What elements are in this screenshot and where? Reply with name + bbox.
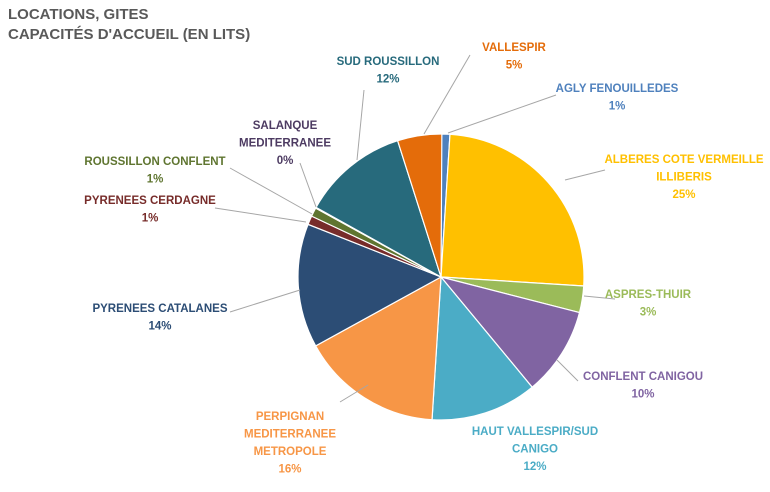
slice-name-label: CANIGO <box>512 444 558 456</box>
slice-percent-label: 3% <box>640 307 657 319</box>
pie-slice <box>396 133 443 278</box>
leader-line <box>229 289 301 313</box>
slice-percent-label: 1% <box>609 101 626 113</box>
pie-slice <box>314 275 442 421</box>
slice-name-label: CONFLENT CANIGOU <box>583 371 703 383</box>
slice-name-label: MEDITERRANEE <box>244 429 336 441</box>
slice-name-label: ALBERES COTE VERMEILLE <box>604 154 763 166</box>
slice-name-label: ILLIBERIS <box>656 172 712 184</box>
slice-name-label: PERPIGNAN <box>256 411 324 423</box>
slice-name-label: MEDITERRANEE <box>239 138 331 150</box>
slice-name-label: PYRENEES CATALANES <box>92 303 227 315</box>
slice-percent-label: 12% <box>523 461 546 473</box>
slice-name-label: ASPRES-THUIR <box>605 289 692 301</box>
slice-percent-label: 5% <box>506 60 523 72</box>
pie-slice <box>297 223 443 347</box>
slice-percent-label: 16% <box>278 464 301 476</box>
leader-line <box>229 167 313 215</box>
slice-name-label: METROPOLE <box>254 446 327 458</box>
slice-percent-label: 1% <box>147 174 164 186</box>
slice-percent-label: 12% <box>376 74 399 86</box>
slice-name-label: PYRENEES CERDAGNE <box>84 195 216 207</box>
pie-slice <box>315 139 443 279</box>
chart-title-line-2: CAPACITÉS D'ACCUEIL (EN LITS) <box>8 26 251 43</box>
slice-percent-label: 25% <box>672 189 695 201</box>
leader-line <box>564 169 606 181</box>
leader-line <box>356 89 365 161</box>
slice-percent-label: 14% <box>148 321 171 333</box>
pie-slice <box>431 275 533 421</box>
slice-name-label: SUD ROUSSILLON <box>337 56 440 68</box>
slice-percent-label: 1% <box>142 213 159 225</box>
pie-slice <box>439 275 581 389</box>
slice-name-label: AGLY FENOUILLEDES <box>556 83 679 95</box>
slice-name-label: ROUSSILLON CONFLENT <box>84 156 225 168</box>
leader-line <box>447 94 557 134</box>
chart-title-line-1: LOCATIONS, GITES <box>8 6 149 23</box>
pie-slice <box>440 133 585 287</box>
leader-line <box>556 359 579 382</box>
leader-line <box>583 295 616 300</box>
slice-name-label: SALANQUE <box>253 120 318 132</box>
leader-line <box>299 162 317 208</box>
slice-percent-label: 10% <box>631 389 654 401</box>
leader-line <box>423 54 471 135</box>
leader-line <box>339 384 369 403</box>
slice-percent-label: 0% <box>277 155 294 167</box>
slice-name-label: VALLESPIR <box>482 42 546 54</box>
slice-name-label: HAUT VALLESPIR/SUD <box>472 426 598 438</box>
leader-line <box>214 207 307 223</box>
